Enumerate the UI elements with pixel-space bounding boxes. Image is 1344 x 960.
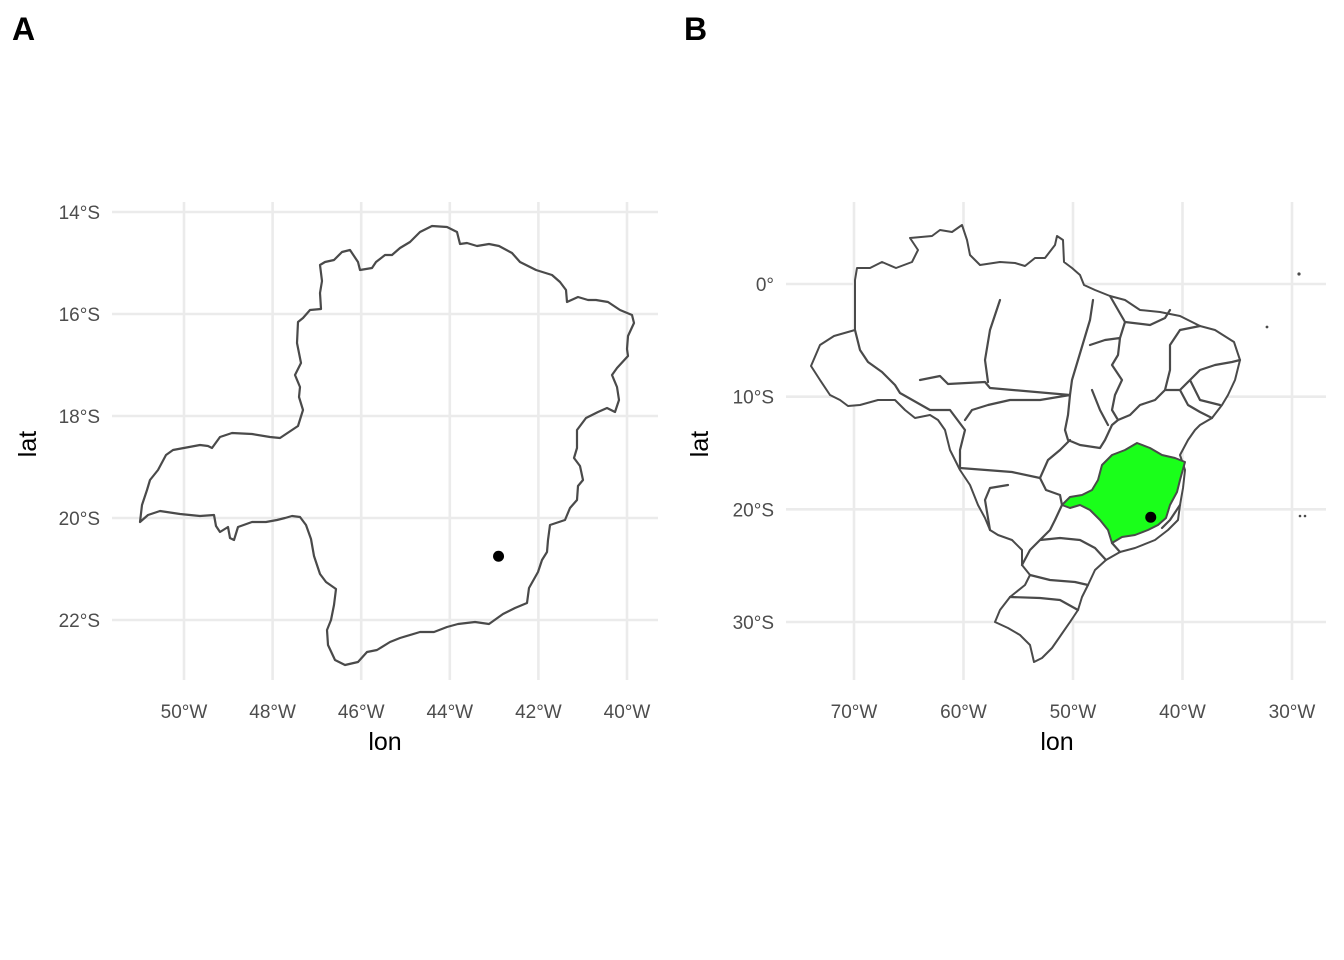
- panel-a-y-tick-label: 20°S: [59, 509, 100, 530]
- panel-a-y-tick-label: 22°S: [59, 611, 100, 632]
- panel-b-x-axis-title: lon: [1040, 728, 1073, 756]
- panel-b-x-tick-label: 70°W: [831, 702, 878, 723]
- panel-b-y-axis-title: lat: [686, 431, 714, 457]
- panel-b-tag: B: [684, 11, 707, 47]
- panel-b: B 70°W 60°W 50°W 40°W 30°W 0° 10°S 20°S 30°S lon…: [684, 11, 1326, 756]
- panel-b-y-tick-label: 10°S: [733, 388, 774, 409]
- panel-a-tag: A: [12, 11, 35, 47]
- island: [1303, 514, 1307, 518]
- panel-a-tick-labels: 50°W 48°W 46°W 44°W 42°W 40°W 14°S 16°S 18°S 20°S…: [59, 203, 651, 723]
- panel-a-x-tick-label: 44°W: [426, 702, 473, 723]
- panel-a-y-tick-label: 14°S: [59, 203, 100, 224]
- minas-gerais-outline: [138, 224, 636, 667]
- panel-b-x-tick-label: 40°W: [1159, 702, 1206, 723]
- panel-a-y-axis-title: lat: [14, 431, 42, 457]
- panel-b-y-tick-label: 0°: [756, 275, 774, 296]
- panel-b-tick-labels: 70°W 60°W 50°W 40°W 30°W 0° 10°S 20°S 30°S: [733, 275, 1316, 723]
- state-borders: [853, 294, 1242, 612]
- panel-a-x-axis-title: lon: [368, 728, 401, 756]
- island: [1297, 272, 1301, 276]
- panel-a: A 50°W 48°W 46°W 44°W 42°W 40°W 14°S 16°S 18°S 20…: [12, 11, 658, 756]
- panel-a-x-tick-label: 50°W: [161, 702, 208, 723]
- panel-a-x-tick-label: 46°W: [338, 702, 385, 723]
- panel-a-y-tick-label: 16°S: [59, 305, 100, 326]
- location-point: [493, 550, 505, 562]
- panel-b-x-tick-label: 30°W: [1269, 702, 1316, 723]
- panel-b-y-tick-label: 20°S: [733, 500, 774, 521]
- panel-a-x-tick-label: 48°W: [249, 702, 296, 723]
- island: [1298, 514, 1302, 518]
- panel-a-y-tick-label: 18°S: [59, 407, 100, 428]
- panel-a-x-tick-label: 42°W: [515, 702, 562, 723]
- panel-a-x-tick-label: 40°W: [604, 702, 651, 723]
- panel-b-x-tick-label: 60°W: [940, 702, 987, 723]
- island: [1265, 325, 1269, 329]
- panel-b-x-tick-label: 50°W: [1050, 702, 1097, 723]
- location-point: [1145, 511, 1157, 523]
- panel-b-y-tick-label: 30°S: [733, 613, 774, 634]
